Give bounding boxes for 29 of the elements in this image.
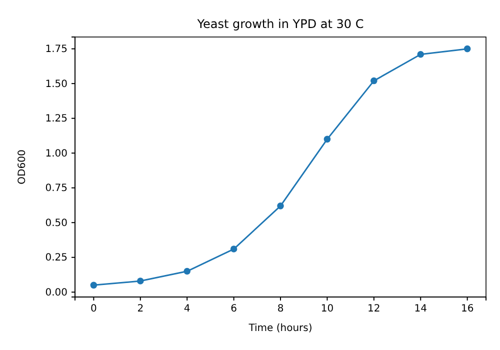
y-tick-label: 1.50	[45, 78, 68, 90]
point	[90, 282, 98, 289]
y-tick-label: 0.25	[45, 252, 68, 264]
chart-title: Yeast growth in YPD at 30 C	[196, 17, 364, 31]
x-tick-label: 0	[90, 304, 97, 315]
x-axis-title: Time (hours)	[248, 323, 312, 334]
x-tick-label: 14	[414, 304, 427, 315]
y-tick-label: 0.50	[45, 218, 68, 229]
x-tick-label: 12	[368, 304, 380, 315]
point	[277, 202, 284, 210]
point	[230, 246, 238, 252]
y-tick-label: 1.25	[45, 114, 68, 125]
x-tick-label: 16	[460, 304, 474, 315]
y-tick-label: 1.75	[45, 44, 68, 56]
x-tick-label: 4	[184, 304, 190, 315]
y-tick-label: 0.00	[45, 287, 68, 298]
x-tick-label: 8	[277, 304, 284, 315]
y-tick-label: 1.00	[45, 148, 68, 160]
point	[464, 45, 471, 52]
point	[184, 268, 190, 275]
point	[324, 136, 331, 143]
point	[417, 51, 424, 58]
x-tick-label: 6	[230, 304, 237, 315]
x-tick-label: 2	[137, 304, 144, 315]
y-tick-label: 0.75	[45, 183, 68, 194]
point	[137, 278, 144, 284]
point	[370, 77, 378, 84]
y-axis-title: OD600	[17, 150, 28, 184]
x-tick-label: 10	[320, 304, 334, 315]
